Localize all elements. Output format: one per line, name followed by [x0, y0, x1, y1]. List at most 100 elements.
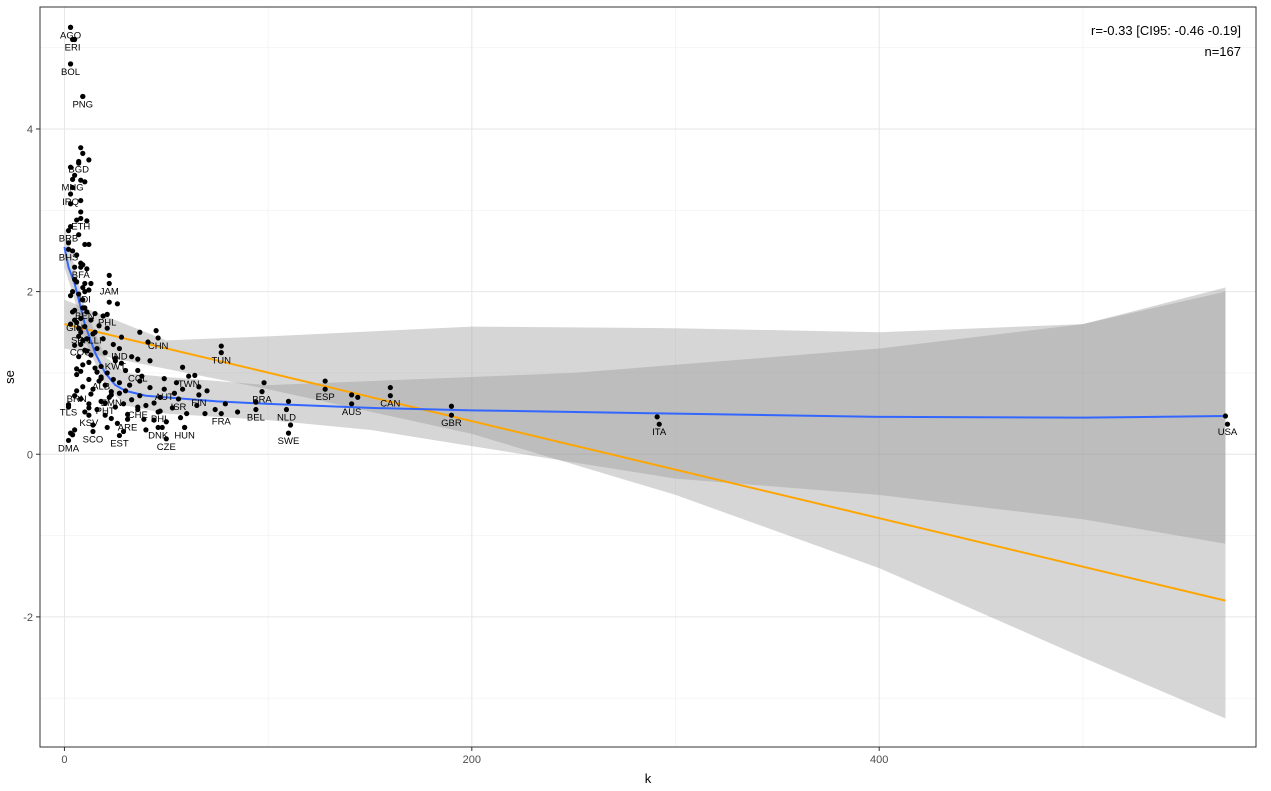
confidence-bands — [64, 226, 1226, 719]
data-point — [137, 378, 143, 384]
data-point — [120, 428, 127, 435]
data-point — [88, 352, 94, 358]
point-label: ETH — [71, 221, 90, 232]
data-point — [82, 179, 88, 185]
data-point — [86, 401, 92, 407]
data-point — [135, 367, 141, 374]
point-label: NLD — [277, 413, 296, 424]
data-point — [100, 313, 106, 319]
data-point — [151, 400, 157, 406]
data-point — [84, 309, 90, 315]
point-label: LLI — [88, 335, 101, 346]
sample-size-annotation: n=167 — [1204, 44, 1241, 59]
y-axis-title: se — [2, 370, 17, 384]
data-point — [82, 409, 88, 415]
data-point — [84, 348, 90, 354]
y-tick-label: 0 — [27, 449, 33, 461]
data-point — [355, 394, 361, 400]
data-point — [182, 424, 188, 431]
data-point — [124, 416, 131, 422]
linear-fit-line — [64, 323, 1226, 602]
data-point — [78, 197, 84, 204]
data-point — [135, 404, 141, 410]
data-point — [65, 246, 72, 252]
data-point — [108, 392, 114, 398]
data-point — [67, 191, 74, 197]
data-point — [80, 384, 86, 390]
data-point — [1224, 421, 1231, 427]
data-point — [106, 272, 112, 278]
data-point — [212, 406, 218, 413]
data-point — [94, 406, 100, 413]
data-point — [69, 432, 76, 438]
point-label: CHE — [128, 410, 148, 421]
data-point — [234, 409, 241, 415]
point-labels: AGO ERI BOL PNG BGD MNG IRQ ETH BRB BHS BFA JAM IDI B… — [58, 30, 1238, 454]
data-point — [122, 388, 129, 394]
data-point — [163, 419, 169, 425]
data-point — [69, 248, 76, 254]
data-point — [139, 373, 145, 379]
point-label: PHL — [151, 414, 169, 425]
data-point — [76, 291, 82, 297]
point-label: FIN — [191, 398, 206, 409]
point-label: PNG — [72, 99, 93, 110]
point-label: KSV — [79, 418, 99, 429]
data-point — [129, 354, 135, 360]
data-points — [65, 24, 1231, 444]
point-label: IDI — [79, 295, 91, 306]
data-point — [78, 145, 84, 151]
data-point — [78, 341, 84, 348]
data-point — [96, 323, 102, 329]
data-point — [102, 412, 108, 418]
data-point — [104, 325, 110, 331]
data-point — [72, 317, 78, 323]
point-label: COG — [70, 347, 92, 358]
data-point — [67, 321, 74, 327]
data-point — [80, 362, 86, 368]
point-label: TWN — [178, 379, 200, 390]
data-point — [100, 336, 106, 342]
data-point — [118, 360, 125, 366]
data-point — [90, 428, 96, 435]
data-point — [94, 369, 100, 375]
data-point — [80, 93, 86, 100]
data-point — [159, 424, 165, 431]
data-point — [137, 393, 143, 399]
data-point — [69, 176, 76, 182]
data-point — [171, 390, 178, 396]
data-point — [127, 382, 133, 388]
data-point — [102, 400, 108, 406]
point-label: DMA — [58, 443, 80, 454]
data-point — [387, 393, 393, 399]
data-point — [387, 384, 393, 391]
data-point — [78, 315, 84, 322]
data-point — [253, 406, 259, 413]
data-point — [349, 401, 355, 407]
data-point — [72, 427, 78, 433]
point-label: CAN — [380, 399, 400, 410]
data-point — [169, 405, 175, 411]
data-point — [67, 223, 74, 230]
data-point — [88, 391, 94, 397]
point-label: GIN — [66, 323, 83, 334]
data-point — [72, 172, 78, 178]
point-label: ALB — [92, 382, 110, 393]
data-point — [69, 184, 76, 191]
data-point — [98, 376, 104, 382]
data-point — [84, 218, 90, 224]
data-point — [161, 386, 167, 392]
data-point — [177, 415, 184, 421]
point-label: TUN — [212, 356, 232, 367]
point-label: ISR — [171, 402, 187, 413]
point-label: BGD — [68, 165, 89, 176]
data-point — [74, 366, 80, 372]
data-point — [74, 371, 80, 378]
data-point — [448, 412, 455, 418]
data-point — [141, 416, 147, 422]
data-point — [69, 289, 76, 295]
point-label: PHL — [98, 317, 116, 328]
data-point — [196, 384, 202, 390]
data-point — [82, 323, 88, 330]
